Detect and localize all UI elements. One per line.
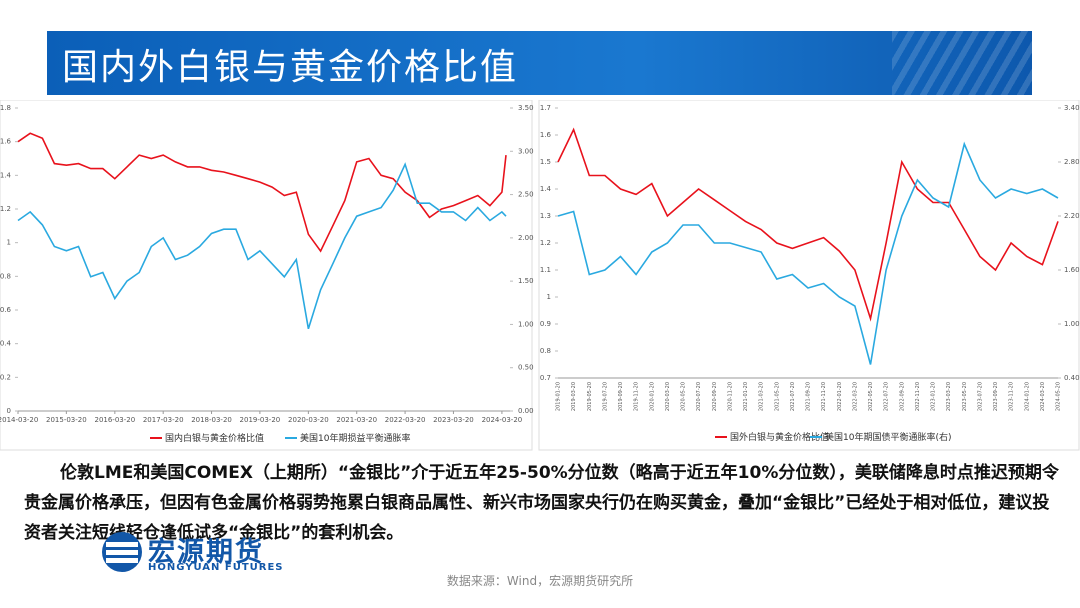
y-tick-label: 1.4 — [540, 185, 552, 193]
y-tick-label: 1.5 — [540, 158, 551, 166]
x-tick-label: 2016-03-20 — [94, 416, 135, 424]
y-tick-label: 0.9 — [540, 320, 551, 328]
x-tick-label: 2019-01-20 — [556, 382, 562, 411]
y-tick-label: 0.7 — [540, 374, 551, 382]
x-tick-label: 2021-03-20 — [336, 416, 377, 424]
y-tick-label: 1.2 — [540, 239, 551, 247]
y2-tick-label: 3.50 — [518, 104, 534, 112]
x-tick-label: 2020-11-20 — [727, 382, 733, 411]
y2-tick-label: 2.80 — [1064, 158, 1080, 166]
legend-label: 国外白银与黄金价格比值 — [730, 431, 829, 443]
x-tick-label: 2019-05-20 — [587, 382, 593, 411]
y-tick-label: 1.3 — [540, 212, 551, 220]
x-tick-label: 2021-11-20 — [821, 382, 827, 411]
x-tick-label: 2019-09-20 — [618, 382, 624, 411]
x-tick-label: 2022-05-20 — [868, 382, 874, 411]
y-tick-label: 1.7 — [540, 104, 551, 112]
y-tick-label: 0.8 — [0, 272, 11, 280]
y2-tick-label: 2.50 — [518, 191, 534, 199]
legend-label: 美国10年期国债平衡通胀率(右) — [825, 431, 951, 443]
x-tick-label: 2023-03-20 — [946, 382, 952, 411]
y2-tick-label: 3.00 — [518, 147, 534, 155]
x-tick-label: 2020-09-20 — [712, 382, 718, 411]
data-line — [17, 162, 507, 330]
y2-tick-label: 1.00 — [1064, 320, 1080, 328]
y2-tick-label: 1.60 — [1064, 266, 1080, 274]
y2-tick-label: 3.40 — [1064, 104, 1080, 112]
logo-icon — [102, 532, 142, 572]
x-tick-label: 2020-01-20 — [649, 382, 655, 411]
y-tick-label: 1 — [7, 239, 11, 247]
x-tick-label: 2022-03-20 — [852, 382, 858, 411]
y2-tick-label: 2.20 — [1064, 212, 1080, 220]
x-tick-label: 2023-07-20 — [977, 382, 983, 411]
data-line — [557, 127, 1059, 322]
x-tick-label: 2021-07-20 — [790, 382, 796, 411]
x-tick-label: 2022-11-20 — [915, 382, 921, 411]
y-tick-label: 0.6 — [0, 306, 12, 314]
x-tick-label: 2022-01-20 — [837, 382, 843, 411]
x-tick-label: 2022-03-20 — [385, 416, 426, 424]
slide-title: 国内外白银与黄金价格比值 — [62, 47, 519, 88]
x-tick-label: 2019-03-20 — [571, 382, 577, 411]
y-tick-label: 1.6 — [540, 131, 552, 139]
x-tick-label: 2017-03-20 — [143, 416, 184, 424]
y-tick-label: 1.1 — [540, 266, 551, 274]
y-tick-label: 1.2 — [0, 205, 11, 213]
chart-panel — [0, 100, 533, 451]
data-line — [17, 132, 507, 253]
y-tick-label: 1.6 — [0, 138, 12, 146]
x-tick-label: 2024-01-20 — [1024, 382, 1030, 411]
y-tick-label: 1 — [547, 293, 551, 301]
x-tick-label: 2022-07-20 — [884, 382, 890, 411]
y-tick-label: 0.4 — [0, 340, 12, 348]
y-tick-label: 1.8 — [0, 104, 11, 112]
x-tick-label: 2023-11-20 — [1009, 382, 1015, 411]
y2-tick-label: 1.50 — [518, 277, 534, 285]
data-line — [557, 141, 1059, 365]
y2-tick-label: 0.40 — [1064, 374, 1080, 382]
charts: 2014-03-20 2015-03-20 2016-03-20 2017-03-20… — [0, 100, 1080, 451]
x-tick-label: 2020-03-20 — [665, 382, 671, 411]
y-tick-label: 0.8 — [540, 347, 551, 355]
y2-tick-label: 2.00 — [518, 234, 534, 242]
x-tick-label: 2015-03-20 — [46, 416, 87, 424]
x-tick-label: 2023-09-20 — [993, 382, 999, 411]
x-tick-label: 2023-03-20 — [433, 416, 474, 424]
title-bar — [47, 31, 1032, 95]
y-tick-label: 0.2 — [0, 373, 11, 381]
logo-subtext: HONGYUAN FUTURES — [148, 562, 284, 573]
x-tick-label: 2020-05-20 — [681, 382, 687, 411]
x-tick-label: 2020-07-20 — [696, 382, 702, 411]
legend-label: 美国10年期损益平衡通胀率 — [300, 432, 410, 444]
x-tick-label: 2024-05-20 — [1056, 382, 1062, 411]
logo-text: 宏源期货 — [148, 537, 264, 568]
x-tick-label: 2023-05-20 — [962, 382, 968, 411]
source-note: 数据来源：Wind，宏源期货研究所 — [446, 574, 634, 588]
y2-tick-label: 0.00 — [518, 407, 534, 415]
x-tick-label: 2021-01-20 — [743, 382, 749, 411]
y2-tick-label: 0.50 — [518, 364, 534, 372]
y-tick-label: 1.4 — [0, 171, 12, 179]
x-tick-label: 2024-03-20 — [1040, 382, 1046, 411]
x-tick-label: 2014-03-20 — [0, 416, 38, 424]
y-tick-label: 0 — [7, 407, 11, 415]
x-tick-label: 2021-03-20 — [759, 382, 765, 411]
x-tick-label: 2023-01-20 — [931, 382, 937, 411]
legend-label: 国内白银与黄金价格比值 — [165, 432, 264, 444]
x-tick-label: 2024-03-20 — [482, 416, 523, 424]
x-tick-label: 2018-03-20 — [191, 416, 232, 424]
x-tick-label: 2021-09-20 — [806, 382, 812, 411]
y2-tick-label: 1.00 — [518, 320, 534, 328]
x-tick-label: 2019-11-20 — [634, 382, 640, 411]
x-tick-label: 2020-03-20 — [288, 416, 329, 424]
x-tick-label: 2022-09-20 — [899, 382, 905, 411]
x-tick-label: 2019-03-20 — [240, 416, 281, 424]
x-tick-label: 2021-05-20 — [774, 382, 780, 411]
chart-panel — [538, 100, 1080, 451]
x-tick-label: 2019-07-20 — [602, 382, 608, 411]
